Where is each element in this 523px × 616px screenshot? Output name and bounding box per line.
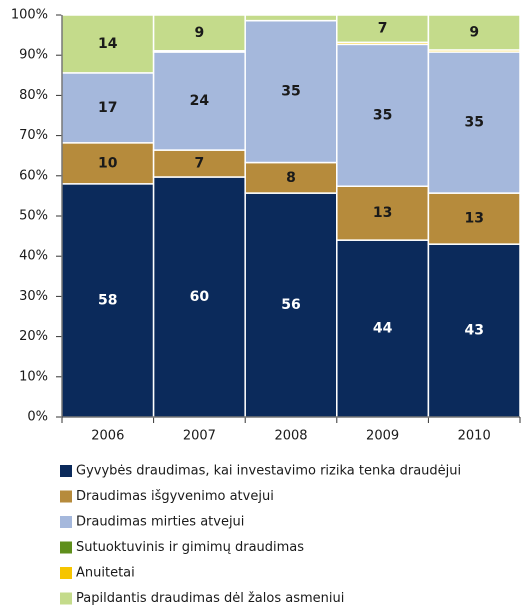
legend-label: Draudimas mirties atvejui bbox=[76, 515, 244, 530]
bar-segment bbox=[336, 14, 430, 44]
x-tick-label: 2007 bbox=[183, 429, 216, 444]
bar-segment bbox=[427, 51, 521, 194]
value-label: 43 bbox=[464, 323, 483, 339]
bar-segment bbox=[61, 14, 155, 74]
value-label: 10 bbox=[98, 155, 118, 171]
legend-label: Papildantis draudimas dėl žalos asmeniui bbox=[76, 591, 344, 606]
legend-label: Gyvybės draudimas, kai investavimo rizik… bbox=[76, 464, 461, 479]
y-tick-label: 10% bbox=[19, 369, 48, 384]
value-label: 9 bbox=[195, 25, 205, 41]
legend-swatch bbox=[60, 516, 72, 528]
y-tick-label: 60% bbox=[19, 168, 48, 183]
legend-label: Anuitetai bbox=[76, 566, 135, 581]
value-label: 35 bbox=[464, 115, 483, 131]
value-label: 7 bbox=[195, 156, 205, 172]
value-label: 8 bbox=[286, 170, 296, 186]
y-tick-label: 90% bbox=[19, 48, 48, 63]
bar-segment bbox=[244, 192, 338, 418]
legend-swatch bbox=[60, 465, 72, 477]
value-label: 14 bbox=[98, 36, 118, 52]
y-tick-label: 30% bbox=[19, 289, 48, 304]
value-label: 35 bbox=[373, 107, 392, 123]
y-tick-label: 40% bbox=[19, 249, 48, 264]
value-label: 9 bbox=[469, 24, 479, 40]
bar-segment bbox=[61, 142, 155, 185]
y-tick-label: 70% bbox=[19, 128, 48, 143]
value-label: 60 bbox=[190, 289, 210, 305]
bar-segment bbox=[427, 192, 521, 245]
bar-segment bbox=[427, 14, 521, 51]
bar-segment bbox=[244, 19, 338, 164]
bar-segment bbox=[336, 239, 430, 418]
legend-swatch bbox=[60, 490, 72, 503]
bar-segment bbox=[61, 183, 155, 418]
value-label: 56 bbox=[281, 297, 300, 313]
bar-segment bbox=[244, 14, 338, 22]
value-label: 58 bbox=[98, 292, 117, 308]
value-label: 7 bbox=[378, 21, 388, 37]
legend-swatch bbox=[60, 567, 72, 579]
legend-swatch bbox=[60, 592, 72, 605]
value-label: 24 bbox=[190, 93, 210, 109]
value-label: 17 bbox=[98, 100, 117, 116]
bar-segment bbox=[152, 51, 246, 151]
legend-swatch bbox=[60, 541, 72, 554]
bar-segment bbox=[152, 149, 246, 178]
x-tick-label: 2009 bbox=[366, 429, 399, 444]
x-tick-label: 2010 bbox=[458, 429, 491, 444]
legend-label: Draudimas išgyvenimo atvejui bbox=[76, 489, 274, 504]
y-tick-label: 80% bbox=[19, 88, 48, 103]
bar-segment bbox=[336, 43, 430, 188]
y-tick-label: 100% bbox=[11, 8, 48, 23]
value-label: 13 bbox=[464, 211, 483, 227]
y-tick-label: 20% bbox=[19, 329, 48, 344]
y-tick-label: 0% bbox=[27, 410, 48, 425]
value-label: 44 bbox=[373, 321, 393, 337]
value-label: 13 bbox=[373, 205, 392, 221]
y-tick-label: 50% bbox=[19, 209, 48, 224]
x-tick-label: 2008 bbox=[274, 429, 307, 444]
value-label: 35 bbox=[281, 84, 300, 100]
legend-label: Sutuoktuvinis ir gimimų draudimas bbox=[76, 540, 304, 555]
x-tick-label: 2006 bbox=[91, 429, 124, 444]
